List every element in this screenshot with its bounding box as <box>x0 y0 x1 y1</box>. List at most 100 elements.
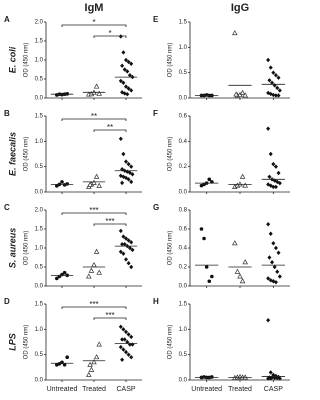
point <box>91 359 97 365</box>
point <box>130 247 135 253</box>
y-axis-label: OD (450 nm) <box>24 325 30 360</box>
point <box>273 93 278 98</box>
point <box>88 366 95 372</box>
point <box>65 355 69 360</box>
y-axis-label: OD (450 nm) <box>168 43 174 78</box>
point <box>62 363 67 367</box>
point <box>210 274 214 279</box>
point <box>124 57 128 63</box>
y-tick-label: 1.0 <box>35 246 44 252</box>
point <box>275 179 280 185</box>
point <box>129 355 134 360</box>
column-title: IgM <box>85 2 104 14</box>
point <box>272 375 277 381</box>
point <box>276 170 281 176</box>
point <box>122 67 127 72</box>
point <box>129 264 134 270</box>
panel-label: E <box>153 15 159 24</box>
point <box>239 278 246 284</box>
point <box>271 70 276 75</box>
point <box>272 264 277 270</box>
x-tick-label: Treated <box>82 386 106 393</box>
column-title: IgG <box>231 2 249 14</box>
point <box>129 240 134 245</box>
point <box>127 73 132 78</box>
point <box>121 50 126 55</box>
point <box>86 273 92 279</box>
point <box>277 88 282 93</box>
point <box>129 179 134 185</box>
y-tick-label: 0.0 <box>179 96 188 102</box>
point <box>272 83 277 88</box>
y-tick-label: 0.5 <box>35 164 44 170</box>
point <box>55 184 59 188</box>
point <box>276 250 281 255</box>
point <box>273 73 278 78</box>
point <box>270 80 275 85</box>
point <box>242 92 248 98</box>
point <box>65 182 69 186</box>
y-tick-label: 0.0 <box>35 190 44 196</box>
y-tick-label: 0.5 <box>35 77 44 83</box>
y-axis-label: OD (450 nm) <box>168 137 174 172</box>
y-tick-label: 1.5 <box>35 302 44 308</box>
point <box>96 182 102 188</box>
point <box>207 279 212 284</box>
y-axis-label: OD (450 nm) <box>24 137 30 172</box>
point <box>266 222 271 227</box>
y-tick-label: 0.4 <box>179 246 188 252</box>
point <box>271 184 276 190</box>
y-tick-label: 0.0 <box>179 284 188 290</box>
significance-bracket <box>61 306 127 309</box>
point <box>87 361 93 367</box>
point <box>268 151 273 157</box>
point <box>126 261 131 266</box>
significance-label: ** <box>107 123 113 132</box>
point <box>273 245 278 251</box>
point <box>126 161 131 167</box>
y-tick-label: 0.6 <box>179 227 188 233</box>
point <box>267 174 272 179</box>
row-label: E. coli <box>7 46 17 73</box>
x-tick-label: Untreated <box>47 386 78 393</box>
y-tick-label: 1.0 <box>179 45 188 51</box>
point <box>268 370 273 375</box>
point <box>268 376 273 381</box>
point <box>276 75 281 80</box>
significance-bracket <box>93 317 127 320</box>
point <box>276 93 281 98</box>
panel-label: D <box>4 297 10 306</box>
point <box>202 236 206 241</box>
y-tick-label: 0.0 <box>35 378 44 384</box>
point <box>271 161 276 167</box>
point <box>120 337 125 342</box>
point <box>210 375 214 379</box>
point <box>266 57 271 63</box>
y-tick-label: 2.0 <box>35 208 44 214</box>
y-axis-label: OD (450 nm) <box>168 325 174 360</box>
y-tick-label: 0.5 <box>35 352 44 358</box>
y-tick-label: 2.0 <box>35 20 44 26</box>
point <box>93 173 100 179</box>
point <box>118 34 123 39</box>
point <box>127 245 132 251</box>
y-tick-label: 0.0 <box>179 378 188 384</box>
y-tick-label: 1.0 <box>35 58 44 64</box>
x-tick-label: Untreated <box>191 386 222 393</box>
y-tick-label: 0.8 <box>179 208 188 214</box>
point <box>124 84 128 89</box>
significance-label: * <box>92 18 95 27</box>
point <box>121 347 126 352</box>
point <box>239 173 246 179</box>
point <box>129 88 134 93</box>
significance-bracket <box>61 118 127 121</box>
point <box>124 257 128 262</box>
y-tick-label: 0.2 <box>179 265 188 271</box>
significance-bracket <box>93 35 127 38</box>
point <box>199 227 204 231</box>
point <box>275 375 280 381</box>
significance-label: ** <box>91 112 97 121</box>
point <box>266 276 271 281</box>
point <box>91 261 97 268</box>
